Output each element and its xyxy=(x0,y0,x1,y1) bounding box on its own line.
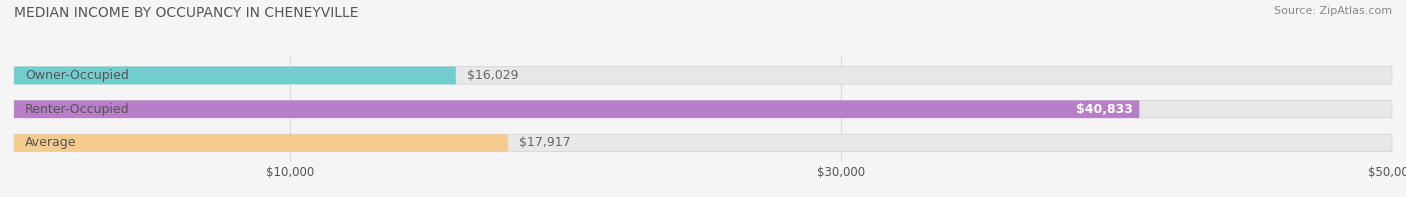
FancyBboxPatch shape xyxy=(14,100,1392,118)
FancyBboxPatch shape xyxy=(14,100,1139,118)
Text: Source: ZipAtlas.com: Source: ZipAtlas.com xyxy=(1274,6,1392,16)
Text: MEDIAN INCOME BY OCCUPANCY IN CHENEYVILLE: MEDIAN INCOME BY OCCUPANCY IN CHENEYVILL… xyxy=(14,6,359,20)
FancyBboxPatch shape xyxy=(14,134,1392,152)
Text: $40,833: $40,833 xyxy=(1076,103,1132,116)
Text: $17,917: $17,917 xyxy=(519,137,571,150)
FancyBboxPatch shape xyxy=(14,134,508,152)
FancyBboxPatch shape xyxy=(14,67,1392,84)
Text: Owner-Occupied: Owner-Occupied xyxy=(25,69,129,82)
FancyBboxPatch shape xyxy=(14,67,456,84)
Text: $16,029: $16,029 xyxy=(467,69,519,82)
Text: Renter-Occupied: Renter-Occupied xyxy=(25,103,129,116)
Text: Average: Average xyxy=(25,137,76,150)
